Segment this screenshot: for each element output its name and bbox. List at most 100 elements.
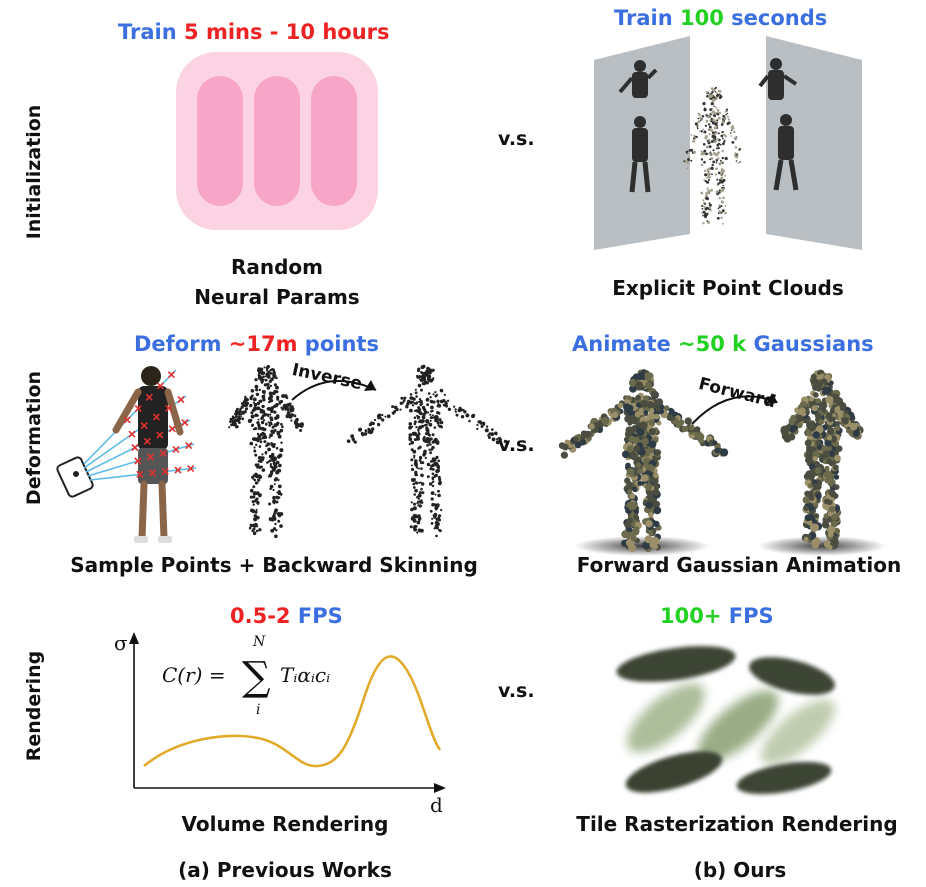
- point: [612, 411, 619, 419]
- point: [276, 397, 280, 401]
- init-left-header: Train 5 mins - 10 hours: [118, 20, 390, 44]
- panel-person-right-bottom: [773, 114, 799, 191]
- point: [435, 469, 439, 474]
- point: [722, 115, 726, 118]
- point: [431, 491, 435, 495]
- point: [436, 463, 439, 467]
- point: [433, 401, 436, 404]
- point: [420, 388, 423, 392]
- point: [235, 407, 239, 411]
- point: [730, 135, 733, 137]
- point: [461, 408, 464, 411]
- point: [274, 522, 277, 526]
- point: [436, 522, 440, 526]
- point: [719, 143, 722, 146]
- point: [806, 490, 814, 497]
- point: [442, 403, 446, 407]
- point: [829, 506, 836, 513]
- point: [256, 401, 261, 406]
- vs-label-initialization: v.s.: [498, 128, 535, 150]
- point: [417, 467, 420, 470]
- point: [706, 139, 709, 142]
- point: [376, 414, 380, 418]
- point: [668, 407, 674, 413]
- point: [410, 516, 415, 521]
- posed-point-cloud: [228, 364, 304, 539]
- point: [709, 108, 712, 111]
- point: [454, 408, 457, 411]
- point: [561, 443, 569, 451]
- point: [429, 413, 432, 416]
- point: [696, 127, 699, 130]
- sample-point: [146, 453, 155, 461]
- point: [708, 133, 711, 136]
- point: [827, 427, 835, 435]
- point: [434, 493, 437, 496]
- point: [716, 216, 720, 220]
- point: [688, 424, 695, 431]
- point: [273, 410, 277, 414]
- point: [353, 440, 357, 444]
- point: [352, 439, 355, 442]
- point: [391, 405, 395, 409]
- point: [240, 415, 243, 418]
- point: [277, 484, 282, 489]
- point: [714, 98, 716, 101]
- point: [414, 459, 418, 463]
- point: [460, 415, 465, 419]
- point: [731, 126, 735, 130]
- point: [720, 448, 729, 457]
- point: [254, 453, 258, 457]
- point: [422, 408, 427, 412]
- point: [381, 418, 385, 422]
- point: [827, 525, 835, 534]
- point: [703, 169, 706, 172]
- point: [709, 119, 712, 122]
- point: [706, 115, 710, 119]
- point: [814, 412, 821, 419]
- gaussian-dark-4: [736, 761, 832, 795]
- point: [644, 381, 652, 389]
- point: [721, 118, 724, 120]
- point: [495, 440, 500, 445]
- point: [822, 380, 828, 385]
- sample-point: [145, 393, 153, 401]
- point: [269, 470, 274, 475]
- point: [410, 501, 413, 504]
- point: [430, 379, 433, 383]
- point: [823, 498, 829, 505]
- point: [276, 430, 280, 435]
- vs-label-deformation: v.s.: [498, 434, 535, 456]
- point: [724, 110, 727, 113]
- point: [231, 415, 235, 418]
- point: [468, 419, 471, 423]
- point: [437, 489, 440, 493]
- point: [273, 428, 277, 432]
- point: [368, 422, 373, 427]
- point: [229, 417, 233, 421]
- point: [263, 392, 266, 395]
- point: [412, 479, 415, 483]
- point: [722, 133, 726, 137]
- point: [645, 483, 653, 491]
- point: [705, 91, 709, 94]
- point: [425, 427, 430, 432]
- point: [231, 419, 236, 424]
- point: [812, 392, 819, 398]
- point: [266, 382, 270, 387]
- point: [715, 147, 718, 150]
- point: [363, 432, 368, 436]
- point: [244, 403, 249, 407]
- point: [405, 405, 409, 409]
- point: [413, 493, 417, 496]
- point: [826, 458, 832, 465]
- point: [438, 518, 441, 522]
- point: [712, 138, 715, 141]
- point: [628, 501, 638, 510]
- point: [270, 377, 274, 382]
- point: [418, 518, 421, 522]
- point: [811, 405, 818, 412]
- point: [652, 488, 660, 496]
- point: [710, 102, 714, 106]
- point: [420, 487, 423, 491]
